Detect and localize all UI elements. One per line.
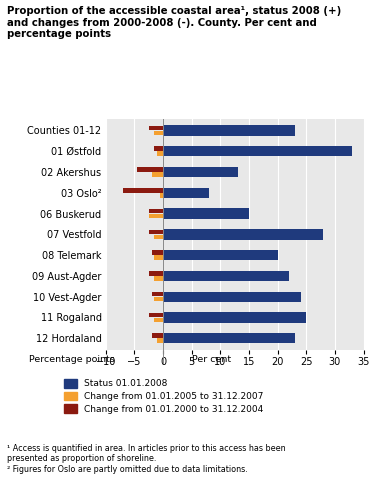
- Legend: Status 01.01.2008, Change from 01.01.2005 to 31.12.2007, Change from 01.01.2000 : Status 01.01.2008, Change from 01.01.200…: [64, 379, 263, 414]
- Bar: [154, 235, 163, 239]
- Bar: [149, 214, 163, 218]
- Bar: [149, 271, 163, 276]
- Bar: [123, 188, 163, 192]
- Bar: [163, 271, 289, 281]
- Bar: [163, 187, 209, 198]
- Bar: [163, 208, 249, 219]
- Bar: [152, 292, 163, 297]
- Bar: [163, 229, 324, 240]
- Bar: [163, 312, 306, 323]
- Bar: [149, 312, 163, 317]
- Bar: [163, 167, 237, 177]
- Text: ¹ Access is quantified in area. In articles prior to this access has been
presen: ¹ Access is quantified in area. In artic…: [7, 444, 286, 474]
- Bar: [154, 146, 163, 151]
- Bar: [152, 333, 163, 338]
- Bar: [154, 255, 163, 260]
- Bar: [149, 209, 163, 213]
- Text: Percentage points: Percentage points: [29, 355, 115, 364]
- Bar: [160, 193, 163, 197]
- Text: Proportion of the accessible coastal area¹, status 2008 (+)
and changes from 200: Proportion of the accessible coastal are…: [7, 6, 342, 39]
- Bar: [157, 151, 163, 156]
- Bar: [154, 297, 163, 302]
- Bar: [152, 250, 163, 255]
- Bar: [163, 292, 301, 302]
- Bar: [152, 172, 163, 177]
- Bar: [149, 125, 163, 130]
- Bar: [154, 130, 163, 135]
- Bar: [163, 125, 295, 136]
- Bar: [154, 276, 163, 281]
- Bar: [163, 146, 352, 156]
- Bar: [163, 333, 295, 343]
- Bar: [137, 167, 163, 172]
- Bar: [163, 250, 278, 260]
- Bar: [149, 230, 163, 234]
- Bar: [154, 317, 163, 322]
- Bar: [157, 338, 163, 343]
- Text: Per cent: Per cent: [192, 355, 231, 364]
